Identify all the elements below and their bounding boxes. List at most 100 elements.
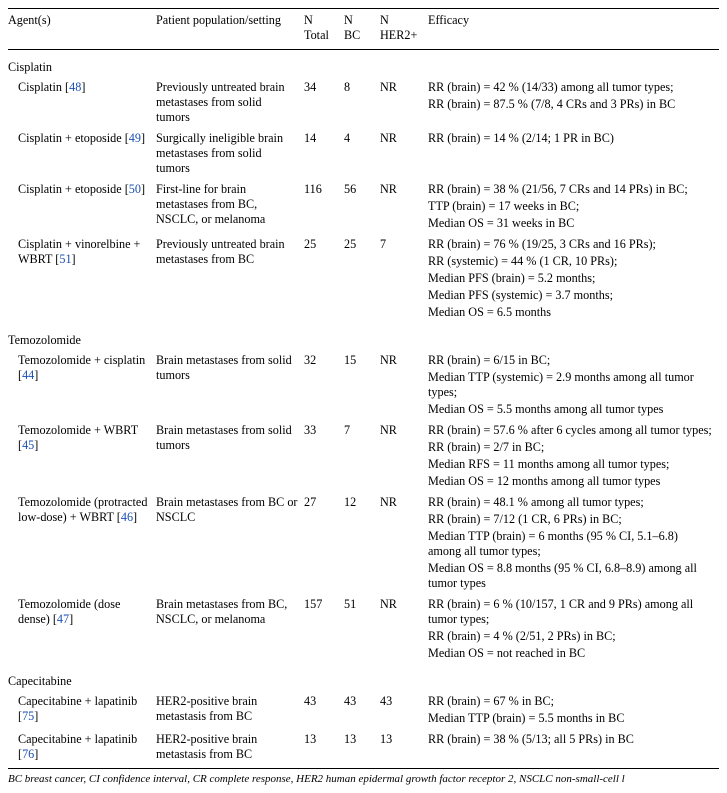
- group-header-row: Cisplatin: [8, 50, 719, 78]
- cell-nbc: 4: [344, 128, 380, 179]
- citation-ref[interactable]: 47: [57, 612, 69, 626]
- cell-population: Brain metastases from solid tumors: [156, 350, 304, 420]
- efficacy-line: Median TTP (brain) = 5.5 months in BC: [428, 711, 713, 726]
- citation-ref[interactable]: 75: [22, 709, 34, 723]
- cell-nbc: 7: [344, 420, 380, 492]
- cell-ntotal: 32: [304, 350, 344, 420]
- table-row: Temozolomide (protracted low-dose) + WBR…: [8, 492, 719, 594]
- group-header-row: Temozolomide: [8, 323, 719, 350]
- table-footnote: BC breast cancer, CI confidence interval…: [8, 769, 719, 785]
- citation-ref[interactable]: 44: [22, 368, 34, 382]
- citation-ref[interactable]: 46: [121, 510, 133, 524]
- cell-agent: Temozolomide + WBRT [45]: [8, 420, 156, 492]
- efficacy-line: Median PFS (brain) = 5.2 months;: [428, 271, 713, 286]
- cell-agent: Cisplatin + etoposide [49]: [8, 128, 156, 179]
- col-nbc: N BC: [344, 9, 380, 50]
- cell-nbc: 56: [344, 179, 380, 234]
- cell-ntotal: 43: [304, 691, 344, 729]
- efficacy-line: Median RFS = 11 months among all tumor t…: [428, 457, 713, 472]
- cell-nher2: NR: [380, 492, 428, 594]
- table-row: Cisplatin + vinorelbine + WBRT [51]Previ…: [8, 234, 719, 323]
- cell-efficacy: RR (brain) = 38 % (5/13; all 5 PRs) in B…: [428, 729, 719, 769]
- cell-ntotal: 157: [304, 594, 344, 664]
- efficacy-line: RR (brain) = 38 % (5/13; all 5 PRs) in B…: [428, 732, 713, 747]
- cell-agent: Temozolomide + cisplatin [44]: [8, 350, 156, 420]
- group-header-row: Capecitabine: [8, 664, 719, 691]
- cell-ntotal: 33: [304, 420, 344, 492]
- cell-efficacy: RR (brain) = 38 % (21/56, 7 CRs and 14 P…: [428, 179, 719, 234]
- col-ntotal-top: N: [304, 13, 313, 27]
- cell-efficacy: RR (brain) = 48.1 % among all tumor type…: [428, 492, 719, 594]
- efficacy-line: Median TTP (brain) = 6 months (95 % CI, …: [428, 529, 713, 559]
- citation-ref[interactable]: 49: [129, 131, 141, 145]
- cell-nher2: 13: [380, 729, 428, 769]
- efficacy-line: RR (brain) = 87.5 % (7/8, 4 CRs and 3 PR…: [428, 97, 713, 112]
- efficacy-line: RR (brain) = 6/15 in BC;: [428, 353, 713, 368]
- table-row: Cisplatin + etoposide [49]Surgically ine…: [8, 128, 719, 179]
- efficacy-line: RR (brain) = 76 % (19/25, 3 CRs and 16 P…: [428, 237, 713, 252]
- efficacy-line: RR (brain) = 42 % (14/33) among all tumo…: [428, 80, 713, 95]
- cell-efficacy: RR (brain) = 67 % in BC; Median TTP (brai…: [428, 691, 719, 729]
- col-nher2-bot: HER2+: [380, 28, 417, 42]
- cell-nbc: 8: [344, 77, 380, 128]
- cell-agent: Cisplatin + vinorelbine + WBRT [51]: [8, 234, 156, 323]
- efficacy-line: Median OS = 6.5 months: [428, 305, 713, 320]
- efficacy-line: Median PFS (systemic) = 3.7 months;: [428, 288, 713, 303]
- col-nbc-bot: BC: [344, 28, 360, 42]
- table-row: Capecitabine + lapatinib [76]HER2-positi…: [8, 729, 719, 769]
- cell-nbc: 15: [344, 350, 380, 420]
- cell-efficacy: RR (brain) = 14 % (2/14; 1 PR in BC): [428, 128, 719, 179]
- cell-population: First-line for brain metastases from BC,…: [156, 179, 304, 234]
- cell-nher2: NR: [380, 179, 428, 234]
- cell-nher2: 43: [380, 691, 428, 729]
- cell-ntotal: 13: [304, 729, 344, 769]
- cell-nher2: NR: [380, 594, 428, 664]
- table-header-row: Agent(s) Patient population/setting N To…: [8, 9, 719, 50]
- cell-nbc: 25: [344, 234, 380, 323]
- cell-population: Brain metastases from BC, NSCLC, or mela…: [156, 594, 304, 664]
- citation-ref[interactable]: 76: [22, 747, 34, 761]
- efficacy-line: RR (systemic) = 44 % (1 CR, 10 PRs);: [428, 254, 713, 269]
- efficacy-line: RR (brain) = 48.1 % among all tumor type…: [428, 495, 713, 510]
- cell-population: Previously untreated brain metastases fr…: [156, 77, 304, 128]
- efficacy-line: RR (brain) = 57.6 % after 6 cycles among…: [428, 423, 713, 438]
- cell-ntotal: 14: [304, 128, 344, 179]
- cell-efficacy: RR (brain) = 6 % (10/157, 1 CR and 9 PRs…: [428, 594, 719, 664]
- citation-ref[interactable]: 48: [69, 80, 81, 94]
- cell-ntotal: 116: [304, 179, 344, 234]
- table-row: Temozolomide + WBRT [45]Brain metastases…: [8, 420, 719, 492]
- cell-nbc: 13: [344, 729, 380, 769]
- cell-efficacy: RR (brain) = 6/15 in BC; Median TTP (syst…: [428, 350, 719, 420]
- citation-ref[interactable]: 51: [59, 252, 71, 266]
- cell-agent: Cisplatin + etoposide [50]: [8, 179, 156, 234]
- cell-agent: Temozolomide (protracted low-dose) + WBR…: [8, 492, 156, 594]
- cell-nher2: NR: [380, 350, 428, 420]
- col-nher2-top: N: [380, 13, 389, 27]
- cell-agent: Capecitabine + lapatinib [76]: [8, 729, 156, 769]
- cell-population: Brain metastases from BC or NSCLC: [156, 492, 304, 594]
- efficacy-line: RR (brain) = 2/7 in BC;: [428, 440, 713, 455]
- cell-nher2: NR: [380, 77, 428, 128]
- citation-ref[interactable]: 50: [129, 182, 141, 196]
- cell-population: Surgically ineligible brain metastases f…: [156, 128, 304, 179]
- table-row: Capecitabine + lapatinib [75]HER2-positi…: [8, 691, 719, 729]
- efficacy-line: Median OS = not reached in BC: [428, 646, 713, 661]
- efficacy-line: Median OS = 12 months among all tumor ty…: [428, 474, 713, 489]
- cell-nbc: 43: [344, 691, 380, 729]
- efficacy-line: RR (brain) = 67 % in BC;: [428, 694, 713, 709]
- cell-efficacy: RR (brain) = 57.6 % after 6 cycles among…: [428, 420, 719, 492]
- efficacy-line: Median OS = 31 weeks in BC: [428, 216, 713, 231]
- cell-nbc: 12: [344, 492, 380, 594]
- col-nbc-top: N: [344, 13, 353, 27]
- table-row: Temozolomide (dose dense) [47]Brain meta…: [8, 594, 719, 664]
- col-nher2: N HER2+: [380, 9, 428, 50]
- cell-efficacy: RR (brain) = 42 % (14/33) among all tumo…: [428, 77, 719, 128]
- cell-nbc: 51: [344, 594, 380, 664]
- citation-ref[interactable]: 45: [22, 438, 34, 452]
- cell-nher2: NR: [380, 128, 428, 179]
- efficacy-line: Median TTP (systemic) = 2.9 months among…: [428, 370, 713, 400]
- cell-agent: Cisplatin [48]: [8, 77, 156, 128]
- group-title: Capecitabine: [8, 664, 719, 691]
- efficacy-line: RR (brain) = 38 % (21/56, 7 CRs and 14 P…: [428, 182, 713, 197]
- table-row: Temozolomide + cisplatin [44]Brain metas…: [8, 350, 719, 420]
